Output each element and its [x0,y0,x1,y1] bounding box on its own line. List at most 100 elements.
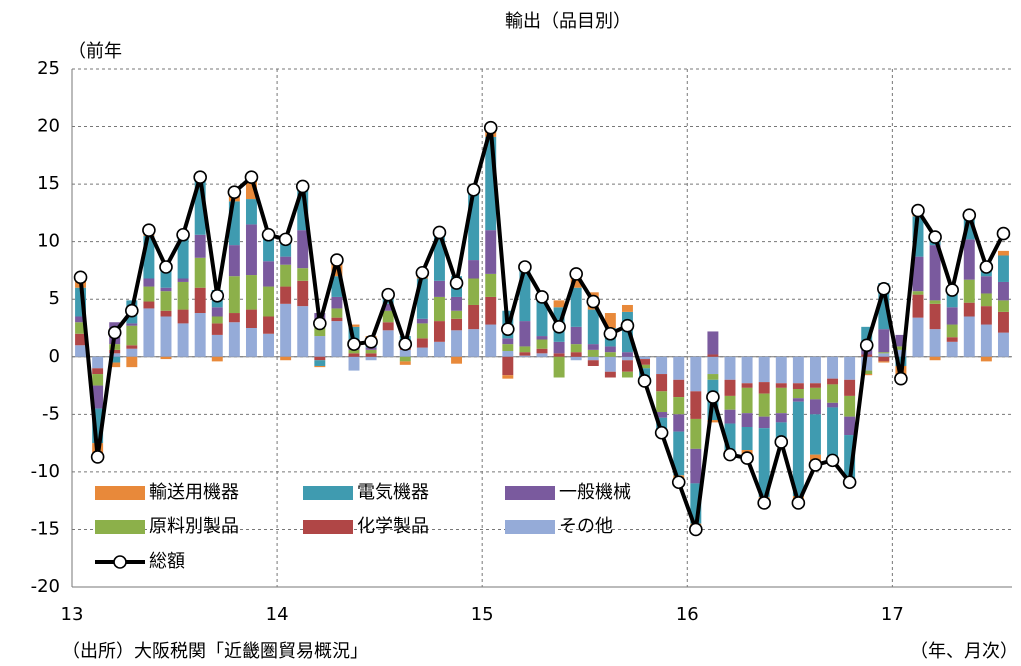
bar-segment [160,316,172,357]
bar-segment [587,360,599,366]
bar-segment [143,278,155,287]
total-marker [945,283,959,297]
bar-segment [604,346,616,353]
bar-segment [929,356,941,361]
bar-segment [536,348,548,354]
total-marker [449,276,464,290]
bar-segment [143,235,155,279]
bar-segment [980,306,992,325]
total-marker [142,223,156,237]
bar-segment [451,356,463,364]
total-marker [244,170,259,185]
bar-segment [451,296,463,311]
bar-segment [416,338,428,348]
bar-segment [878,329,890,353]
total-marker [757,496,771,510]
bar-segment [861,326,873,350]
bar-segment [673,356,685,380]
y-tick-label: -15 [31,518,60,539]
bar-segment [314,336,326,357]
bar-segment [724,423,736,451]
total-marker [706,390,720,404]
bar-segment [946,324,958,338]
bar-segment [963,316,975,357]
bar-segment [912,216,924,257]
total-marker [261,227,276,242]
bar-segment [468,278,480,305]
bar-segment [963,239,975,280]
bar-segment [570,326,582,345]
bar-segment [519,346,531,353]
total-marker [620,318,635,333]
legend-swatch [303,486,353,500]
bar-segment [690,418,702,449]
bar-segment [809,383,821,388]
bar-segment [245,328,257,357]
bar-segment [297,280,309,307]
bar-segment [604,352,616,357]
bar-segment [724,379,736,396]
bar-segment [997,332,1009,357]
total-marker [723,447,737,462]
bar-segment [416,278,428,319]
y-tick-label: 25 [37,58,60,79]
total-marker [466,183,481,197]
legend-label: 原料別製品 [149,516,239,537]
total-marker [825,453,840,468]
total-marker [637,374,652,388]
bar-segment [536,336,548,340]
legend-swatch [95,486,145,500]
bar-segment [621,360,633,372]
bar-segment [382,310,394,323]
bar-segment [228,313,240,323]
x-tick-label: 16 [676,604,699,625]
bar-segment [75,287,87,317]
bar-segment [673,397,685,415]
bar-segment [656,374,668,392]
bar-segment [570,344,582,353]
bar-segment [348,349,360,354]
bar-segment [126,325,138,346]
total-marker [740,451,754,465]
x-unit: （年、月次） [910,641,1018,662]
bar-segment [143,308,155,357]
bar-segment [775,422,787,440]
bar-segment [792,401,804,497]
bar-segment [809,387,821,400]
total-marker [381,287,395,302]
bar-segment [587,344,599,350]
bar-segment [263,235,275,262]
bar-segment [639,356,651,360]
bar-segment [963,279,975,303]
bar-segment [485,230,497,274]
bar-segment [707,374,719,380]
legend-label: 輸送用機器 [149,482,239,503]
bar-segment [109,349,121,354]
bar-segment [895,349,907,357]
y-tick-label: 0 [49,346,60,367]
bar-segment [912,291,924,295]
legend-marker [113,555,127,569]
bar-segment [365,349,377,354]
bar-segment [314,356,326,361]
x-tick-label: 14 [266,604,289,625]
y-tick-label: 10 [37,231,60,252]
total-marker [979,260,994,274]
legend-swatch [95,520,145,534]
bar-segment [280,256,292,265]
bar-segment [92,368,104,375]
bar-segment [792,389,804,399]
bar-segment [519,355,531,357]
bar-segment [792,356,804,384]
bar-segment [194,179,206,235]
bar-segment [177,281,189,310]
bar-segment [997,281,1009,301]
total-marker [791,496,806,510]
bar-segment [519,321,531,347]
bar-segment [519,352,531,356]
bar-segment [878,283,890,330]
bar-segment [280,286,292,304]
bar-segment [690,448,702,484]
y-tick-label: -5 [42,403,60,424]
bar-segment [468,304,480,330]
